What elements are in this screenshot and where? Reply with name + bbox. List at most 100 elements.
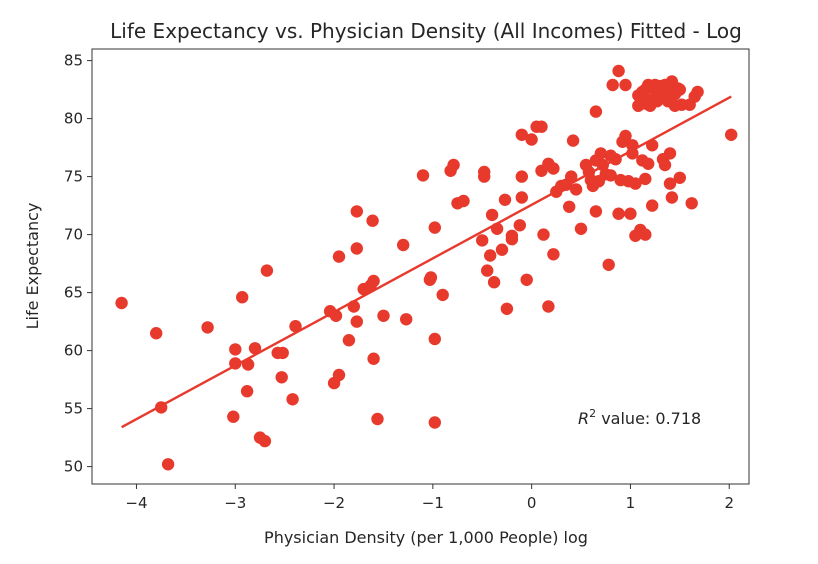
data-point-60: [498, 193, 512, 206]
data-point-7: [227, 410, 240, 423]
data-point-29: [350, 205, 363, 218]
data-point-45: [436, 288, 449, 302]
data-point-68: [525, 133, 538, 146]
data-point-124: [642, 157, 655, 170]
data-point-59: [500, 302, 514, 315]
data-point-155: [725, 128, 738, 141]
data-point-67: [520, 273, 533, 286]
data-point-17: [275, 371, 288, 384]
y-axis-label: Life Expectancy: [23, 203, 42, 330]
y-tick-label: 60: [64, 342, 83, 360]
data-point-9: [240, 385, 254, 398]
x-tick-label: −2: [323, 494, 345, 512]
data-point-140: [663, 177, 677, 190]
data-point-101: [612, 207, 625, 220]
data-point-127: [646, 199, 659, 212]
x-axis: −4 −3 −2 −1 0 1 2: [125, 484, 734, 512]
x-axis-label: Physician Density (per 1,000 People) log: [264, 528, 588, 547]
x-tick-label: 1: [626, 494, 636, 512]
data-point-23: [332, 368, 346, 382]
data-point-58: [495, 243, 509, 256]
y-tick-label: 55: [64, 400, 83, 418]
data-point-90: [589, 205, 603, 218]
data-point-102: [612, 64, 625, 78]
y-tick-label: 50: [64, 458, 83, 476]
data-point-148: [673, 171, 686, 184]
data-point-80: [563, 200, 576, 213]
data-point-83: [569, 183, 583, 196]
data-point-84: [574, 222, 588, 235]
data-point-136: [658, 158, 672, 172]
data-point-110: [626, 147, 639, 160]
data-point-28: [350, 242, 363, 255]
r2-symbol: R: [578, 409, 589, 428]
data-point-33: [367, 352, 380, 365]
data-point-25: [342, 334, 356, 347]
data-point-37: [397, 238, 410, 252]
data-point-14: [260, 264, 274, 277]
data-point-49: [457, 194, 470, 208]
data-point-141: [663, 147, 677, 160]
data-point-5: [229, 343, 242, 356]
data-point-27: [350, 315, 363, 328]
data-point-71: [535, 120, 548, 133]
fit-line: [121, 95, 732, 429]
data-point-81: [565, 170, 578, 183]
data-point-4: [201, 321, 214, 334]
data-point-42: [428, 221, 441, 234]
data-point-43: [428, 416, 441, 429]
data-point-24: [332, 250, 346, 263]
data-point-1: [150, 327, 163, 340]
data-point-0: [115, 296, 128, 310]
data-point-93: [594, 147, 607, 160]
plot-area: [115, 64, 738, 471]
data-point-44: [428, 332, 441, 346]
y-axis: 50 55 60 65 70 75 80 85: [64, 52, 92, 476]
r2-superscript: 2: [589, 407, 596, 420]
y-tick-label: 85: [64, 52, 83, 70]
data-point-11: [248, 342, 262, 355]
data-point-52: [478, 165, 491, 179]
data-point-39: [416, 169, 430, 182]
data-point-53: [481, 264, 494, 277]
data-point-108: [624, 207, 637, 220]
data-point-149: [673, 83, 686, 96]
data-point-38: [400, 313, 413, 326]
data-point-56: [487, 276, 501, 289]
data-point-99: [606, 78, 619, 92]
data-point-91: [589, 105, 603, 118]
data-point-50: [476, 234, 489, 247]
data-point-82: [566, 134, 580, 147]
data-point-65: [515, 170, 528, 183]
data-point-3: [161, 458, 175, 471]
data-point-96: [602, 258, 615, 271]
y-tick-label: 70: [64, 226, 83, 244]
data-point-36: [377, 309, 390, 322]
data-point-152: [685, 197, 698, 210]
data-point-63: [513, 219, 526, 232]
data-point-62: [505, 229, 519, 242]
data-point-32: [366, 214, 379, 227]
data-point-34: [367, 274, 380, 288]
r2-value: value: 0.718: [596, 409, 701, 428]
data-point-35: [371, 412, 384, 426]
data-point-13: [258, 434, 272, 448]
chart-title: Life Expectancy vs. Physician Density (A…: [110, 19, 742, 43]
plot-frame: [91, 48, 750, 485]
y-tick-label: 65: [64, 284, 83, 302]
y-tick-label: 75: [64, 168, 83, 186]
x-tick-label: −4: [125, 494, 147, 512]
data-point-76: [547, 248, 560, 261]
data-point-54: [484, 249, 497, 262]
data-point-55: [485, 208, 499, 222]
x-tick-label: −1: [422, 494, 444, 512]
x-tick-label: −3: [224, 494, 246, 512]
x-tick-label: 0: [527, 494, 537, 512]
data-point-98: [604, 169, 617, 182]
data-point-154: [691, 85, 704, 99]
x-tick-label: 2: [724, 494, 734, 512]
data-point-120: [639, 172, 652, 186]
data-point-73: [542, 300, 555, 313]
r2-annotation: R2 value: 0.718: [578, 407, 701, 428]
